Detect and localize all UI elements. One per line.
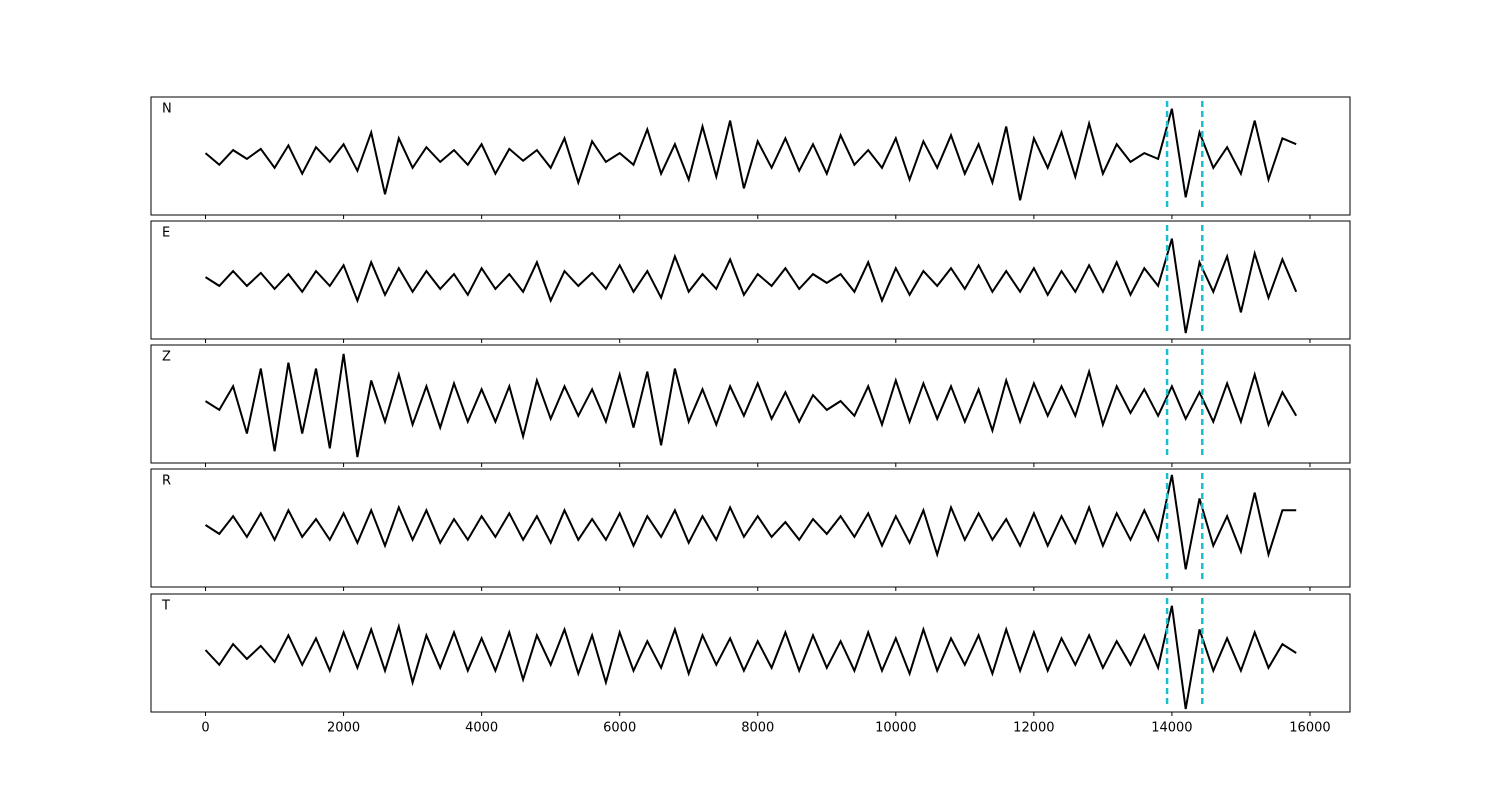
x-tick-label: 12000 [1013, 721, 1054, 736]
trace [204, 474, 1297, 570]
panel-frame [150, 220, 1351, 340]
panel-label: R [162, 474, 171, 489]
x-tick-label: 0 [201, 721, 209, 736]
panel-label: T [161, 599, 170, 614]
panel-label: E [162, 226, 170, 241]
panel-frame [150, 593, 1351, 713]
x-tick-label: 10000 [875, 721, 916, 736]
x-tick-label: 8000 [741, 721, 774, 736]
trace [204, 238, 1298, 334]
panel-label: Z [162, 350, 171, 365]
x-tick-label: 2000 [327, 721, 360, 736]
x-tick-label: 4000 [465, 721, 498, 736]
panel-frame [150, 344, 1351, 464]
x-tick-label: 16000 [1289, 721, 1330, 736]
trace [204, 605, 1297, 710]
trace [204, 353, 1298, 458]
panel-label: N [162, 102, 172, 117]
panel-frame [150, 468, 1351, 588]
panel-frame [150, 96, 1351, 216]
x-tick-label: 6000 [603, 721, 636, 736]
trace [204, 108, 1297, 201]
x-tick-label: 14000 [1151, 721, 1192, 736]
